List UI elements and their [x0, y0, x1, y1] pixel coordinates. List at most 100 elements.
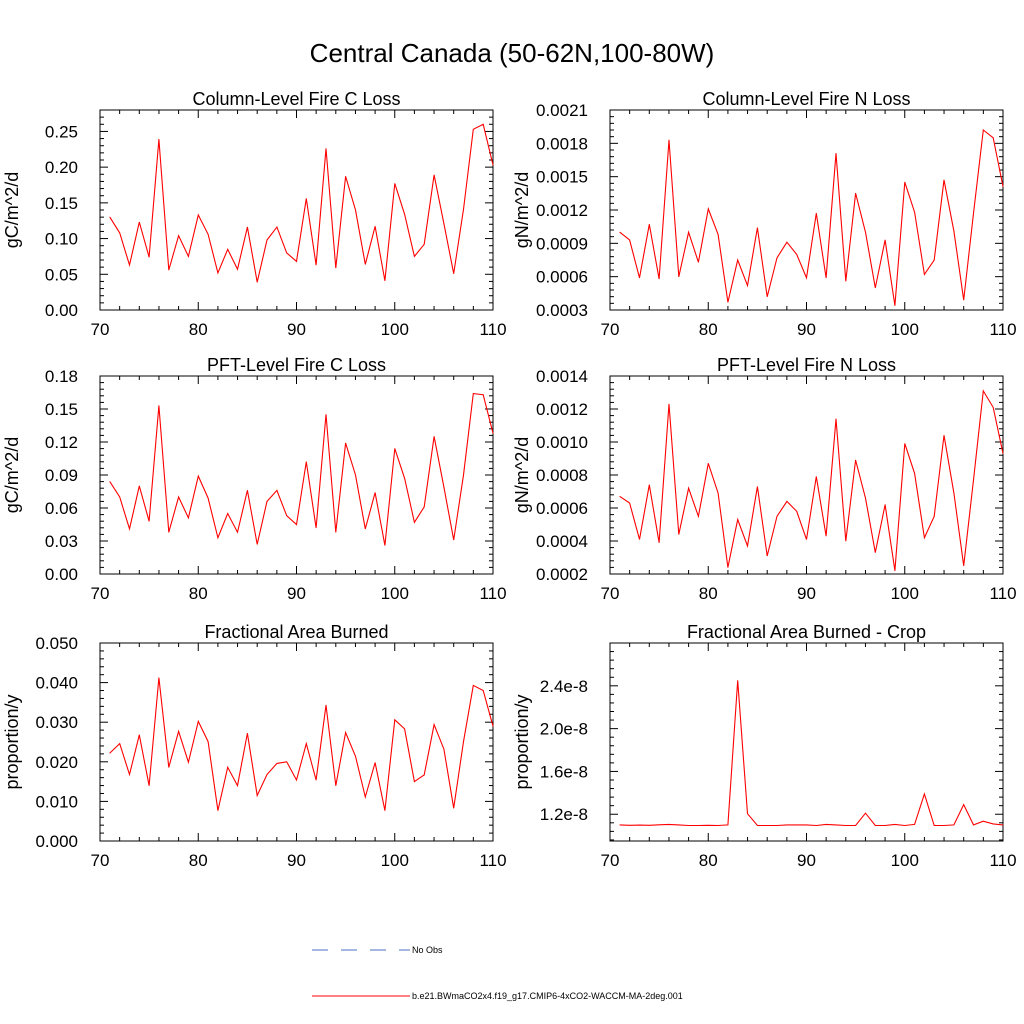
data-point	[443, 748, 445, 750]
y-axis-label: gN/m^2/d	[512, 172, 532, 248]
data-point	[894, 305, 896, 306]
data-point	[786, 241, 788, 243]
data-point	[237, 785, 238, 786]
data-point	[266, 239, 268, 241]
x-tick-label: 110	[479, 584, 506, 603]
data-point	[207, 233, 209, 235]
data-point	[629, 239, 630, 241]
data-point	[276, 490, 278, 491]
y-tick-label: 0.0003	[536, 301, 588, 320]
data-point	[443, 223, 445, 225]
data-point	[168, 766, 170, 768]
data-point	[943, 435, 945, 436]
data-point	[855, 459, 856, 461]
x-tick-label: 80	[189, 851, 208, 870]
y-tick-label: 0.0004	[536, 532, 588, 551]
data-point	[404, 477, 405, 479]
y-tick-label: 0.020	[35, 753, 78, 772]
data-point	[237, 531, 238, 533]
data-point	[178, 496, 180, 498]
panel-title: PFT-Level Fire N Loss	[717, 355, 896, 375]
data-point	[894, 824, 896, 825]
data-point	[992, 823, 994, 825]
data-point	[678, 276, 680, 278]
data-point	[286, 761, 288, 763]
x-tick-label: 110	[989, 851, 1016, 870]
data-point	[296, 779, 297, 781]
y-axis-label: gC/m^2/d	[2, 172, 22, 248]
data-point	[874, 552, 876, 553]
x-tick-label: 70	[91, 851, 110, 870]
data-point	[453, 273, 455, 274]
chart-panel-2: Column-Level Fire N Loss 70 80 90 100 110 0.00…	[512, 89, 1017, 339]
data-point	[414, 256, 415, 257]
x-tick-label: 100	[381, 320, 409, 339]
data-point	[845, 540, 847, 542]
data-point	[119, 232, 121, 234]
data-point	[482, 394, 484, 396]
y-axis-label: proportion/y	[512, 694, 532, 789]
data-point	[227, 248, 229, 250]
data-point	[433, 174, 435, 176]
data-point	[943, 825, 945, 826]
y-tick-label: 1.6e-8	[540, 762, 588, 781]
data-point	[247, 732, 248, 734]
legend-label-2: b.e21.BWmaCO2x4.f19_g17.CMIP6-4xCO2-WACC…	[412, 991, 683, 1001]
data-point	[717, 825, 719, 826]
data-point	[698, 825, 699, 826]
data-point	[364, 796, 366, 798]
data-point	[688, 231, 689, 233]
data-point	[1002, 453, 1004, 454]
data-point	[129, 528, 130, 530]
data-point	[835, 418, 837, 420]
data-point	[355, 474, 356, 476]
x-tick-label: 110	[479, 320, 506, 339]
y-tick-label: 0.00	[45, 301, 78, 320]
data-point	[384, 545, 386, 546]
data-point	[688, 487, 689, 489]
data-point	[727, 301, 729, 303]
panel-title: Column-Level Fire N Loss	[702, 89, 910, 109]
data-point	[453, 539, 455, 541]
data-point	[825, 824, 827, 825]
data-point	[119, 743, 121, 744]
data-point	[806, 824, 807, 826]
data-point	[355, 755, 356, 757]
data-point	[325, 704, 327, 706]
data-point	[639, 539, 640, 540]
data-point	[825, 535, 827, 537]
data-point	[757, 825, 758, 826]
x-tick-label: 110	[989, 584, 1016, 603]
data-point	[766, 555, 768, 557]
figure-title: Central Canada (50-62N,100-80W)	[310, 38, 715, 68]
data-point	[217, 272, 219, 274]
data-point	[619, 231, 621, 233]
data-point	[992, 407, 994, 408]
data-point	[815, 825, 817, 826]
data-point	[698, 261, 699, 263]
x-tick-label: 80	[699, 320, 718, 339]
data-point	[894, 570, 896, 572]
data-point	[423, 774, 425, 776]
data-point	[707, 463, 709, 464]
data-point	[953, 824, 955, 826]
y-axis-label: gC/m^2/d	[2, 437, 22, 513]
data-point	[747, 285, 748, 286]
data-point	[345, 176, 346, 177]
data-point	[727, 567, 729, 568]
data-point	[776, 515, 778, 517]
y-tick-label: 0.050	[35, 634, 78, 653]
data-point	[217, 810, 219, 811]
data-point	[158, 138, 160, 140]
data-point	[855, 825, 856, 826]
chart-panel-3: PFT-Level Fire C Loss 70 80 90 100 110 0.00 0.0…	[2, 355, 507, 603]
series-line-1	[619, 128, 1004, 306]
data-point	[463, 741, 464, 742]
legend: No Obs b.e21.BWmaCO2x4.f19_g17.CMIP6-4xCO…	[312, 945, 683, 1001]
data-point	[138, 734, 140, 736]
x-tick-label: 70	[601, 320, 620, 339]
data-point	[364, 528, 366, 530]
data-point	[678, 824, 680, 826]
data-point	[904, 443, 906, 444]
y-tick-label: 0.0012	[536, 201, 588, 220]
